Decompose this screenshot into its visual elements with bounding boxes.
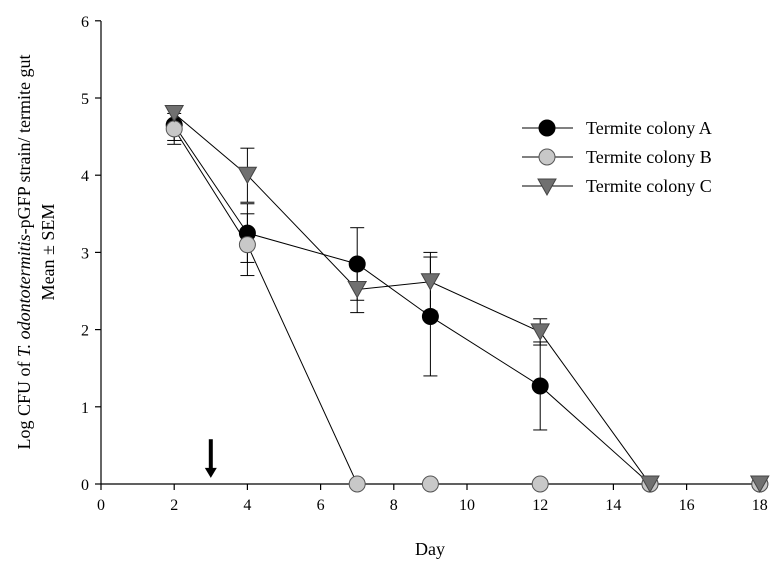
x-tick-label: 14 bbox=[605, 497, 621, 514]
x-tick-label: 6 bbox=[317, 497, 325, 514]
data-point-termite-colony-a bbox=[421, 307, 439, 325]
y-tick-label: 6 bbox=[81, 14, 89, 31]
y-tick-label: 0 bbox=[81, 477, 89, 494]
x-tick-label: 10 bbox=[459, 497, 475, 514]
legend-item-colony-c: Termite colony C bbox=[522, 176, 712, 197]
series-markers bbox=[164, 104, 770, 494]
y-tick-label: 1 bbox=[81, 400, 89, 417]
x-tick-label: 18 bbox=[752, 497, 768, 514]
data-point-termite-colony-c bbox=[640, 475, 660, 494]
data-point-termite-colony-a bbox=[348, 255, 366, 273]
legend-marker-colony-b bbox=[538, 148, 556, 166]
y-axis-label-suffix: -pGFP strain/ termite gut bbox=[14, 54, 34, 234]
legend-label-colony-b: Termite colony B bbox=[586, 147, 712, 167]
legend-item-colony-b: Termite colony B bbox=[522, 147, 712, 167]
legend-label-colony-c: Termite colony C bbox=[586, 176, 712, 196]
data-point-termite-colony-c bbox=[530, 323, 551, 341]
data-point-termite-colony-c bbox=[164, 104, 185, 123]
data-point-termite-colony-b bbox=[531, 475, 549, 493]
y-axis-label-species: T. odontotermitis bbox=[14, 234, 34, 357]
data-point-termite-colony-b bbox=[238, 236, 256, 254]
data-point-termite-colony-c bbox=[420, 273, 441, 291]
x-tick-label: 12 bbox=[532, 497, 548, 514]
y-tick-label: 3 bbox=[81, 245, 89, 262]
y-tick-label: 5 bbox=[81, 91, 89, 108]
legend-marker-colony-a bbox=[538, 119, 556, 137]
x-axis-ticks: 0 2 4 6 8 10 12 14 16 18 bbox=[97, 484, 768, 514]
legend: Termite colony A Termite colony B Termit… bbox=[522, 118, 712, 197]
x-tick-label: 8 bbox=[390, 497, 398, 514]
legend-marker-colony-c bbox=[537, 178, 557, 197]
data-point-termite-colony-b bbox=[421, 475, 439, 493]
x-axis-label: Day bbox=[415, 539, 445, 559]
data-point-termite-colony-b bbox=[165, 120, 183, 138]
data-point-termite-colony-a bbox=[531, 377, 549, 395]
arrow-head bbox=[204, 467, 217, 478]
data-point-termite-colony-c bbox=[749, 475, 770, 494]
x-tick-label: 0 bbox=[97, 497, 105, 514]
data-point-termite-colony-b bbox=[348, 475, 366, 493]
y-axis-ticks: 0 1 2 3 4 5 6 bbox=[81, 14, 101, 494]
data-point-termite-colony-c bbox=[347, 280, 368, 299]
series-line-termite-colony-c bbox=[173, 113, 760, 485]
data-point-termite-colony-c bbox=[237, 166, 258, 185]
y-tick-label: 4 bbox=[81, 168, 89, 185]
y-axis-label-line2: Mean ± SEM bbox=[38, 204, 58, 301]
legend-item-colony-a: Termite colony A bbox=[522, 118, 712, 138]
annotation-arrow bbox=[204, 439, 217, 478]
y-axis-label-line1: Log CFU of T. odontotermitis-pGFP strain… bbox=[14, 54, 34, 449]
x-tick-label: 16 bbox=[679, 497, 695, 514]
legend-label-colony-a: Termite colony A bbox=[586, 118, 712, 138]
y-tick-label: 2 bbox=[81, 323, 89, 340]
series-lines bbox=[173, 113, 760, 485]
y-axis-label-prefix: Log CFU of bbox=[14, 357, 34, 450]
x-tick-label: 4 bbox=[243, 497, 251, 514]
x-tick-label: 2 bbox=[170, 497, 178, 514]
